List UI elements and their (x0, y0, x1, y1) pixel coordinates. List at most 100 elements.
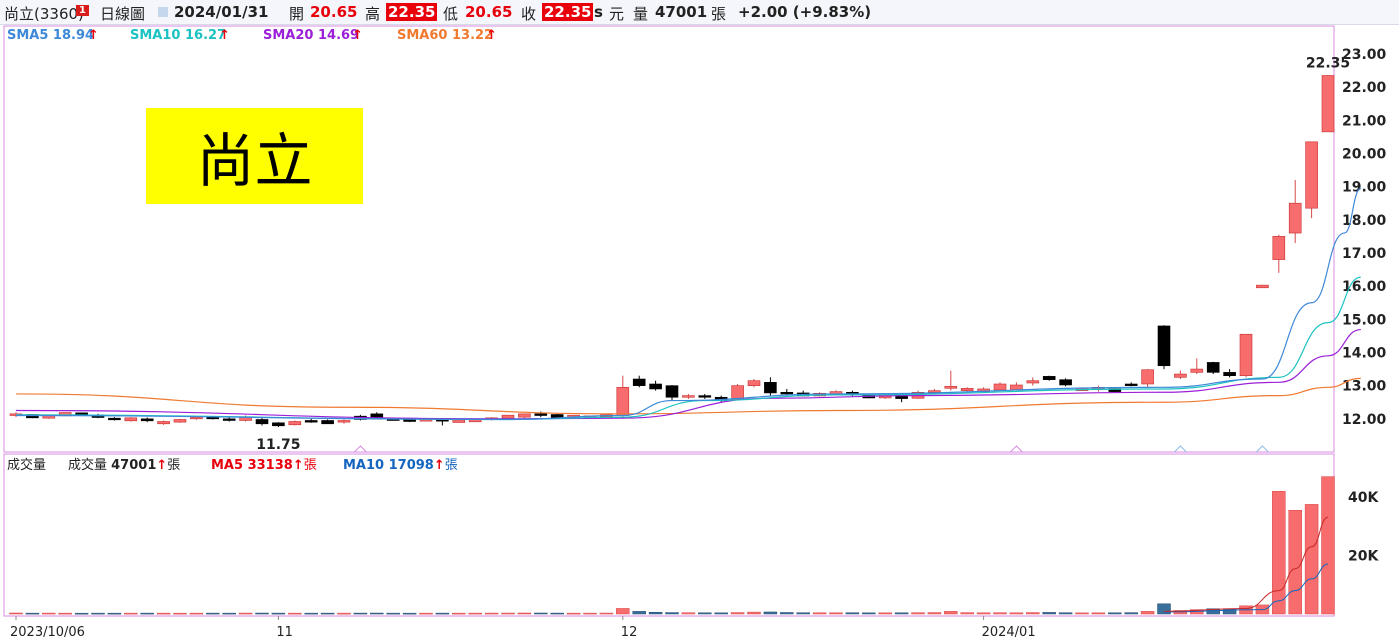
volume-bar (370, 612, 384, 615)
signal-marker-icon (1256, 445, 1269, 453)
volume-bar (107, 612, 122, 615)
high-value: 22.35 (386, 3, 438, 21)
volume-bar (419, 612, 433, 615)
volume-bar (1108, 612, 1122, 615)
volume-bar (484, 612, 499, 615)
candle (1108, 388, 1122, 392)
price-tick-label: 22.00 (1342, 80, 1387, 96)
open-label: 開 (289, 5, 305, 23)
volume-bar (1091, 612, 1106, 615)
volume-bar (501, 612, 515, 615)
close-value: 22.35 (542, 3, 594, 21)
volume-tick-label: 20K (1348, 549, 1379, 565)
volume-bar (566, 612, 581, 615)
volume-bar (714, 612, 728, 615)
volume-bar (976, 612, 991, 615)
volume-bar (206, 612, 220, 615)
candle (1256, 284, 1269, 289)
volume-bar (386, 612, 400, 615)
candle (1321, 75, 1335, 133)
volume-bar (468, 612, 482, 615)
price-tick-label: 20.00 (1342, 146, 1387, 162)
price-tick-label: 12.00 (1342, 412, 1387, 428)
volume-bar (1304, 504, 1319, 615)
volume-bar (1042, 612, 1056, 615)
volume-bar (1026, 612, 1040, 615)
s-marker: s (594, 3, 603, 21)
candle (764, 382, 777, 394)
candle (1124, 383, 1138, 386)
price-change: +2.00 (+9.83%) (738, 3, 872, 21)
volume-legend-item: 成交量 47001↑張 (68, 457, 180, 473)
dropdown-toggle-icon[interactable] (158, 7, 168, 17)
stock-chart[interactable]: 12.00 13.00 14.00 15.00 16.00 17.00 18.00 19.00… (0, 24, 1399, 644)
volume-bar (320, 612, 335, 615)
volume-bar (255, 612, 269, 615)
price-tick-label: 19.00 (1342, 180, 1387, 196)
sma-legend-item: SMA20 14.69 (263, 28, 359, 43)
volume-bar (1009, 612, 1024, 615)
volume-bar (583, 612, 597, 615)
volume-bar (140, 612, 154, 615)
candle (518, 413, 531, 418)
volume-bar (927, 612, 942, 615)
stock-name[interactable]: 尚立(3360) (4, 5, 84, 23)
candle (1190, 368, 1204, 373)
candle (1174, 373, 1187, 378)
price-tick-label: 17.00 (1342, 246, 1387, 262)
low-value: 20.65 (465, 3, 513, 21)
stock-name-label: 尚立 (146, 108, 363, 204)
candle (108, 417, 121, 421)
quote-header: 尚立(3360) 1 日線圖 2024/01/31 開 20.65 高 22.3… (0, 0, 1399, 25)
candle (288, 421, 302, 426)
price-annotation: 11.75 (256, 437, 300, 453)
x-axis-label: 12 (621, 625, 638, 640)
candle (337, 420, 351, 423)
volume-bar (829, 612, 843, 615)
candle (321, 420, 334, 425)
volume-bar (616, 608, 630, 615)
price-panel-frame (3, 25, 1335, 453)
volume-bar (747, 611, 761, 615)
volume-bar (894, 612, 909, 615)
x-axis-label: 11 (276, 625, 293, 640)
price-tick-label: 23.00 (1342, 47, 1387, 63)
volume-bar (796, 612, 810, 615)
volume-bar (288, 612, 302, 615)
candle (140, 418, 154, 422)
candle (124, 417, 138, 422)
candle (682, 395, 695, 398)
volume-legend-item: MA5 33138↑張 (211, 458, 317, 473)
period-select[interactable]: 日線圖 (100, 5, 146, 23)
volume-bar (337, 612, 351, 615)
volume-ma10-line (1163, 563, 1329, 613)
volume-bar (534, 612, 548, 615)
candle (1223, 372, 1236, 376)
sma20-line (15, 328, 1361, 420)
candle (222, 418, 236, 421)
sma-legend-item: SMA10 16.27 (130, 28, 226, 43)
sma60-line (15, 377, 1361, 415)
candle (1042, 376, 1056, 380)
signal-marker-icon (1174, 445, 1187, 453)
volume-bar (91, 612, 105, 615)
candle (1141, 369, 1154, 385)
price-annotation: 22.35 (1306, 55, 1350, 71)
signal-marker-icon (354, 445, 367, 453)
volume-bar (681, 612, 696, 615)
price-tick-label: 16.00 (1342, 279, 1387, 295)
volume-bar (74, 612, 89, 615)
candle (1157, 325, 1171, 367)
candle (1026, 380, 1040, 384)
volume-bar (58, 612, 72, 615)
candle (665, 385, 679, 398)
volume-bar (304, 612, 318, 615)
volume-bar (25, 612, 40, 615)
volume-bar (911, 612, 925, 615)
price-tick-label: 13.00 (1342, 379, 1387, 395)
price-tick-label: 21.00 (1342, 113, 1387, 129)
candle (944, 386, 958, 389)
volume-bar (812, 612, 827, 615)
volume-bar (599, 612, 614, 615)
volume-bar (222, 612, 236, 615)
